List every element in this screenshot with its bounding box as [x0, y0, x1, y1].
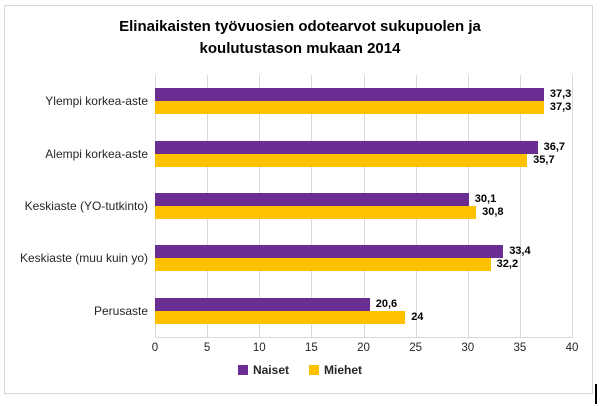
value-label: 32,2: [496, 258, 519, 271]
category-label: Keskiaste (YO-tutkinto): [24, 199, 148, 213]
value-label: 33,4: [509, 245, 531, 258]
plot-area: 37,3 37,3 36,7 35,7 30,1 30,8 33,4 32,2 20,6 24: [155, 75, 573, 337]
value-label: 35,7: [533, 153, 555, 166]
x-tick-label: 10: [252, 342, 266, 354]
category-label: Keskiaste (muu kuin yo): [19, 251, 148, 266]
legend-item-naiset: Naiset: [237, 363, 289, 377]
legend-swatch-icon: [237, 365, 248, 375]
x-tick-label: 40: [565, 342, 579, 354]
category-axis: Ylempi korkea-aste Alempi korkea-aste Kesk…: [10, 75, 148, 337]
gridline: [572, 75, 573, 337]
x-axis-ticks: 0 5 10 15 20 25 30 35 40: [151, 342, 579, 358]
bar-miehet-1: [155, 153, 528, 167]
bar-naiset-0: [155, 88, 544, 102]
x-tick-label: 35: [513, 342, 527, 354]
x-tick-label: 5: [203, 342, 211, 354]
bar-naiset-3: [155, 245, 504, 259]
x-tick-label: 20: [357, 342, 370, 354]
category-label: Ylempi korkea-aste: [45, 94, 148, 109]
legend-swatch-icon: [309, 365, 319, 375]
value-label: 30,8: [482, 206, 504, 218]
value-label: 24: [411, 310, 424, 323]
x-tick-label: 30: [461, 342, 475, 354]
chart-title: Elinaikaisten työvuosien odotearvot suku…: [119, 18, 481, 57]
value-label: 36,7: [543, 140, 566, 153]
bar-miehet-4: [155, 310, 406, 324]
x-axis-line: [155, 337, 573, 338]
x-tick-label: 15: [304, 342, 318, 354]
value-label: 37,3: [549, 101, 572, 114]
value-label: 37,3: [549, 88, 572, 101]
x-tick-label: 0: [151, 342, 159, 354]
bar-naiset-2: [155, 193, 469, 206]
bar-miehet-3: [155, 258, 491, 272]
legend-label: Naiset: [252, 363, 289, 377]
legend-label: Miehet: [324, 363, 363, 377]
category-label: Alempi korkea-aste: [45, 146, 148, 161]
bar-miehet-2: [155, 206, 477, 219]
bar-miehet-0: [155, 101, 544, 115]
bar-naiset-1: [155, 140, 538, 154]
legend: Naiset Miehet: [0, 363, 600, 377]
gridline: [519, 75, 521, 337]
x-tick-label: 25: [409, 342, 423, 354]
category-label: Perusaste: [93, 303, 148, 318]
value-label: 30,1: [474, 193, 497, 205]
bar-naiset-4: [155, 297, 370, 311]
value-label: 20,6: [375, 297, 398, 310]
legend-item-miehet: Miehet: [309, 363, 362, 377]
text-cursor-artifact: [595, 384, 597, 404]
